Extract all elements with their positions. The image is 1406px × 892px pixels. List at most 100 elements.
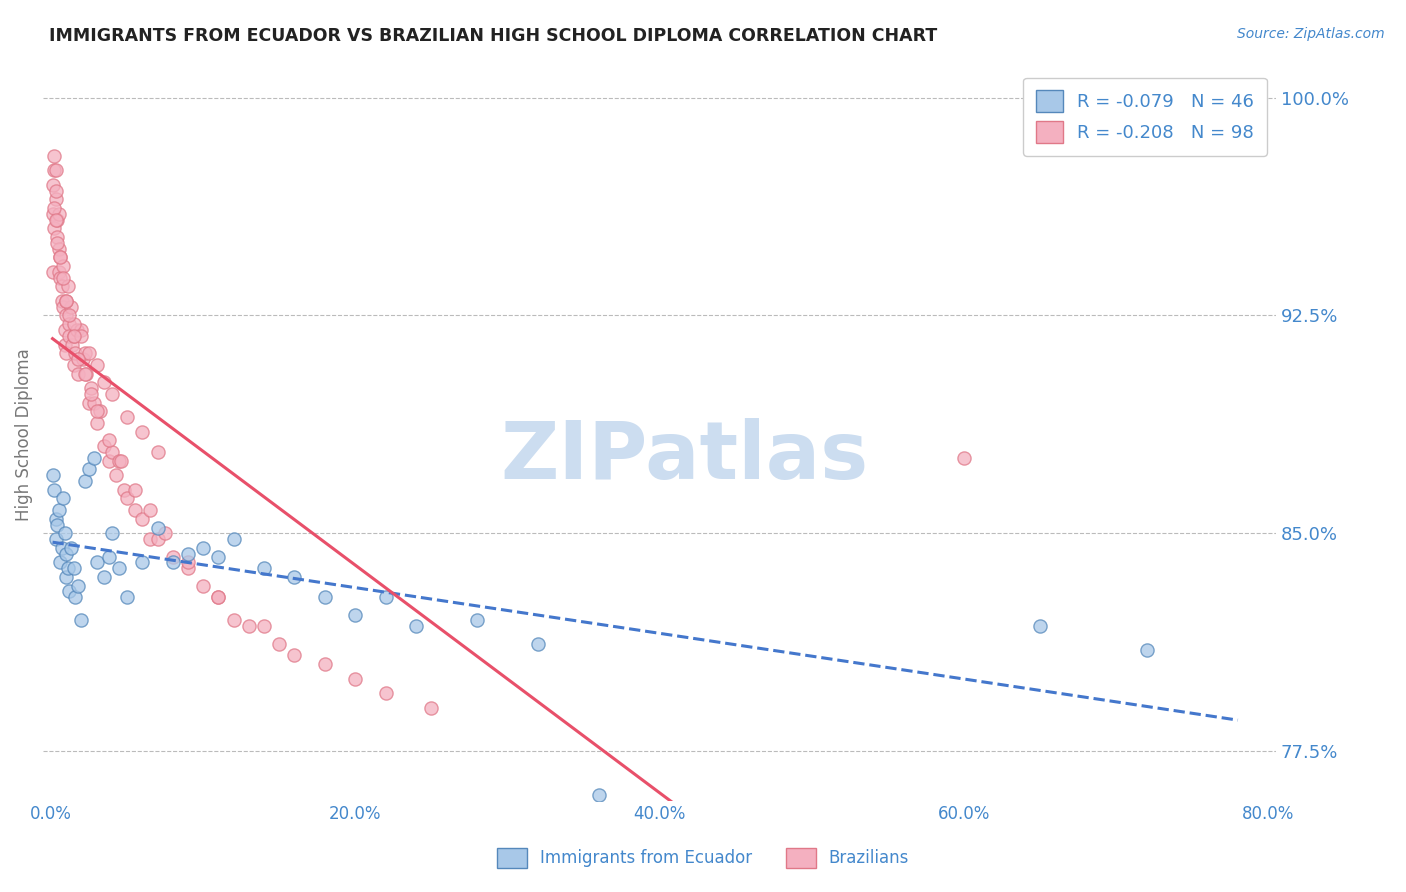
Point xyxy=(67,579,90,593)
Point xyxy=(67,367,90,381)
Point xyxy=(283,648,305,663)
Text: IMMIGRANTS FROM ECUADOR VS BRAZILIAN HIGH SCHOOL DIPLOMA CORRELATION CHART: IMMIGRANTS FROM ECUADOR VS BRAZILIAN HIG… xyxy=(49,27,938,45)
Point xyxy=(177,555,200,569)
Point xyxy=(314,591,336,605)
Point xyxy=(65,346,87,360)
Point xyxy=(110,453,132,467)
Point xyxy=(79,387,101,401)
Point xyxy=(49,251,72,265)
Point xyxy=(41,468,63,483)
Point xyxy=(193,541,215,555)
Point xyxy=(42,149,65,163)
Point xyxy=(162,555,184,569)
Point xyxy=(93,376,115,390)
Point xyxy=(177,547,200,561)
Point xyxy=(101,445,124,459)
Point xyxy=(139,532,162,546)
Point xyxy=(115,491,138,506)
Point xyxy=(66,323,89,337)
Point xyxy=(97,434,120,448)
Point xyxy=(1029,619,1052,633)
Point xyxy=(45,184,67,198)
Point xyxy=(146,445,169,459)
Point xyxy=(45,512,67,526)
Point xyxy=(51,279,73,293)
Point xyxy=(46,212,69,227)
Point xyxy=(207,549,229,564)
Point xyxy=(58,317,80,331)
Point xyxy=(101,387,124,401)
Point xyxy=(105,468,128,483)
Point xyxy=(45,192,67,206)
Point xyxy=(42,201,65,215)
Point xyxy=(374,591,396,605)
Point xyxy=(86,404,108,418)
Point xyxy=(48,207,70,221)
Point xyxy=(42,483,65,497)
Point xyxy=(52,300,75,314)
Point xyxy=(58,309,80,323)
Point xyxy=(101,526,124,541)
Point xyxy=(527,637,550,651)
Point xyxy=(83,450,105,465)
Point xyxy=(63,358,86,372)
Point xyxy=(52,491,75,506)
Point xyxy=(344,672,367,686)
Point xyxy=(56,561,79,575)
Text: Source: ZipAtlas.com: Source: ZipAtlas.com xyxy=(1237,27,1385,41)
Legend: R = -0.079   N = 46, R = -0.208   N = 98: R = -0.079 N = 46, R = -0.208 N = 98 xyxy=(1024,78,1267,156)
Point xyxy=(60,337,83,351)
Point xyxy=(59,300,82,314)
Point xyxy=(46,517,69,532)
Point xyxy=(46,230,69,244)
Point xyxy=(93,439,115,453)
Point xyxy=(86,555,108,569)
Point xyxy=(124,503,146,517)
Point xyxy=(73,474,96,488)
Point xyxy=(48,242,70,256)
Point xyxy=(41,207,63,221)
Point xyxy=(63,561,86,575)
Point xyxy=(55,293,77,308)
Point xyxy=(83,395,105,409)
Point xyxy=(59,541,82,555)
Point xyxy=(222,614,245,628)
Point xyxy=(207,591,229,605)
Point xyxy=(146,532,169,546)
Point xyxy=(49,555,72,569)
Point xyxy=(55,293,77,308)
Point xyxy=(49,270,72,285)
Point xyxy=(253,561,276,575)
Point xyxy=(46,235,69,250)
Point xyxy=(115,591,138,605)
Point xyxy=(405,619,427,633)
Point xyxy=(465,614,488,628)
Point xyxy=(314,657,336,671)
Point xyxy=(73,367,96,381)
Point xyxy=(131,555,153,569)
Point xyxy=(79,381,101,395)
Point xyxy=(49,251,72,265)
Point xyxy=(56,279,79,293)
Point xyxy=(1136,642,1159,657)
Point xyxy=(374,686,396,700)
Point xyxy=(89,404,111,418)
Point xyxy=(75,367,97,381)
Point xyxy=(63,328,86,343)
Point xyxy=(177,561,200,575)
Point xyxy=(131,512,153,526)
Point xyxy=(108,453,131,467)
Point xyxy=(420,700,443,714)
Point xyxy=(55,570,77,584)
Point xyxy=(51,541,73,555)
Point xyxy=(93,570,115,584)
Point xyxy=(55,547,77,561)
Point xyxy=(53,337,76,351)
Point xyxy=(97,549,120,564)
Point xyxy=(77,462,100,476)
Point xyxy=(63,328,86,343)
Point xyxy=(97,453,120,467)
Point xyxy=(77,395,100,409)
Point xyxy=(70,328,93,343)
Point xyxy=(124,483,146,497)
